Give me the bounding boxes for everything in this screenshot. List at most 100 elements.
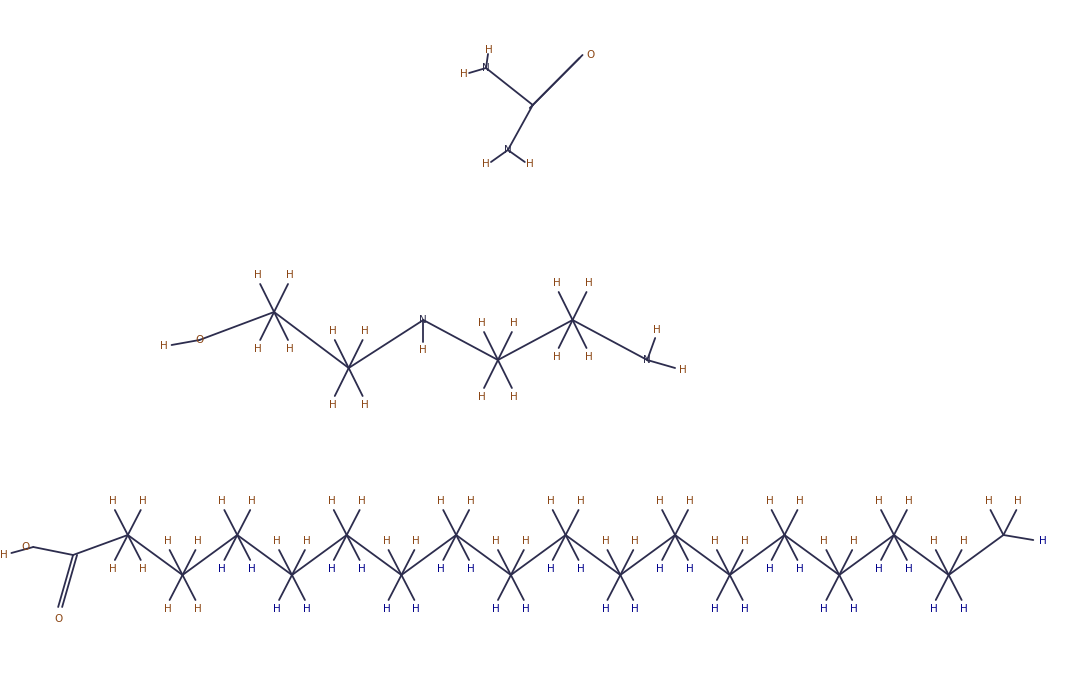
Text: H: H (492, 536, 500, 546)
Text: H: H (741, 604, 748, 614)
Text: H: H (632, 604, 639, 614)
Text: H: H (632, 536, 639, 546)
Text: H: H (438, 564, 445, 574)
Text: H: H (482, 159, 490, 169)
Text: N: N (482, 63, 490, 73)
Text: H: H (329, 400, 337, 410)
Text: H: H (741, 536, 748, 546)
Text: H: H (876, 496, 883, 506)
Text: H: H (930, 604, 938, 614)
Text: H: H (273, 536, 281, 546)
Text: H: H (522, 536, 529, 546)
Text: H: H (601, 604, 610, 614)
Text: H: H (553, 352, 561, 362)
Text: O: O (54, 614, 62, 624)
Text: H: H (286, 344, 294, 354)
Text: H: H (163, 536, 171, 546)
Text: H: H (255, 344, 262, 354)
Text: H: H (485, 45, 493, 55)
Text: H: H (547, 564, 554, 574)
Text: H: H (194, 604, 201, 614)
Text: H: H (766, 564, 773, 574)
Text: N: N (419, 315, 427, 325)
Text: H: H (109, 496, 117, 506)
Text: H: H (577, 496, 585, 506)
Text: H: H (467, 496, 475, 506)
Text: O: O (195, 335, 204, 345)
Text: H: H (358, 564, 366, 574)
Text: H: H (657, 564, 664, 574)
Text: H: H (796, 496, 804, 506)
Text: H: H (382, 604, 390, 614)
Text: H: H (194, 536, 201, 546)
Text: H: H (286, 270, 294, 280)
Text: H: H (0, 550, 8, 560)
Text: H: H (930, 536, 938, 546)
Text: H: H (360, 400, 368, 410)
Text: H: H (360, 326, 368, 336)
Text: H: H (905, 496, 913, 506)
Text: H: H (657, 496, 664, 506)
Text: H: H (248, 564, 256, 574)
Text: H: H (160, 341, 168, 351)
Text: H: H (984, 496, 992, 506)
Text: H: H (467, 564, 475, 574)
Text: H: H (680, 365, 687, 375)
Text: H: H (959, 604, 967, 614)
Text: H: H (163, 604, 171, 614)
Text: H: H (653, 325, 661, 335)
Text: H: H (876, 564, 883, 574)
Text: H: H (686, 564, 694, 574)
Text: H: H (1015, 496, 1023, 506)
Text: H: H (510, 392, 517, 402)
Text: H: H (413, 536, 420, 546)
Text: H: H (766, 496, 773, 506)
Text: H: H (820, 536, 829, 546)
Text: H: H (255, 270, 262, 280)
Text: H: H (419, 345, 427, 355)
Text: H: H (585, 278, 592, 288)
Text: H: H (382, 536, 390, 546)
Text: H: H (248, 496, 256, 506)
Text: N: N (504, 145, 512, 155)
Text: H: H (478, 318, 486, 328)
Text: H: H (510, 318, 517, 328)
Text: O: O (586, 50, 595, 60)
Text: H: H (851, 536, 858, 546)
Text: H: H (303, 604, 310, 614)
Text: H: H (959, 536, 967, 546)
Text: H: H (328, 564, 335, 574)
Text: H: H (139, 564, 147, 574)
Text: H: H (273, 604, 281, 614)
Text: H: H (796, 564, 804, 574)
Text: H: H (905, 564, 913, 574)
Text: H: H (553, 278, 561, 288)
Text: H: H (577, 564, 585, 574)
Text: H: H (601, 536, 610, 546)
Text: H: H (585, 352, 592, 362)
Text: H: H (1039, 536, 1048, 546)
Text: H: H (109, 564, 117, 574)
Text: H: H (492, 604, 500, 614)
Text: H: H (328, 496, 335, 506)
Text: H: H (522, 604, 529, 614)
Text: H: H (303, 536, 310, 546)
Text: H: H (547, 496, 554, 506)
Text: H: H (686, 496, 694, 506)
Text: N: N (644, 355, 651, 365)
Text: H: H (358, 496, 366, 506)
Text: H: H (711, 604, 719, 614)
Text: H: H (139, 496, 147, 506)
Text: H: H (329, 326, 337, 336)
Text: H: H (413, 604, 420, 614)
Text: H: H (219, 564, 227, 574)
Text: H: H (711, 536, 719, 546)
Text: H: H (526, 159, 534, 169)
Text: H: H (438, 496, 445, 506)
Text: H: H (820, 604, 829, 614)
Text: H: H (219, 496, 227, 506)
Text: H: H (851, 604, 858, 614)
Text: O: O (21, 542, 29, 552)
Text: H: H (478, 392, 486, 402)
Text: H: H (461, 69, 468, 79)
